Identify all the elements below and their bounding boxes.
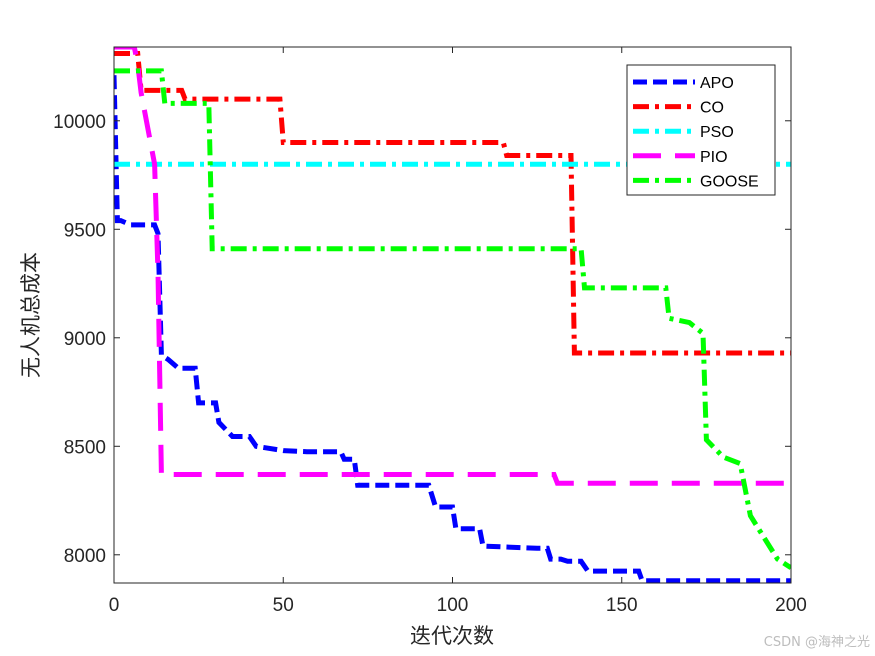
legend-label-co: CO xyxy=(700,100,724,117)
legend: APO CO PSO PIO GOOSE xyxy=(626,64,776,196)
watermark: CSDN @海神之光 xyxy=(764,635,870,650)
legend-label-apo: APO xyxy=(700,75,734,92)
x-tick-label: 50 xyxy=(273,595,294,616)
legend-box xyxy=(626,64,776,196)
tick-layer: 0 50 100 150 200 8000 8500 9000 9500 10000 xyxy=(53,47,807,616)
series-line-goose xyxy=(114,68,791,570)
y-tick-label: 9000 xyxy=(64,329,106,350)
x-tick-label: 200 xyxy=(775,595,807,616)
y-tick-label: 9500 xyxy=(64,220,106,241)
y-tick-label: 8500 xyxy=(64,437,106,458)
series-layer xyxy=(114,47,791,583)
y-tick-label: 8000 xyxy=(64,546,106,567)
legend-label-pio: PIO xyxy=(700,149,728,166)
legend-entries: APO CO PSO PIO GOOSE xyxy=(633,75,759,190)
x-tick-label: 150 xyxy=(606,595,638,616)
x-tick-label: 100 xyxy=(437,595,469,616)
legend-label-pso: PSO xyxy=(700,124,734,141)
x-tick-label: 0 xyxy=(109,595,120,616)
series-line-pio xyxy=(114,47,791,486)
y-axis-title: 无人机总成本 xyxy=(19,252,43,378)
x-axis-title: 迭代次数 xyxy=(410,624,494,648)
y-tick-label: 10000 xyxy=(53,112,106,133)
legend-label-goose: GOOSE xyxy=(700,173,759,190)
